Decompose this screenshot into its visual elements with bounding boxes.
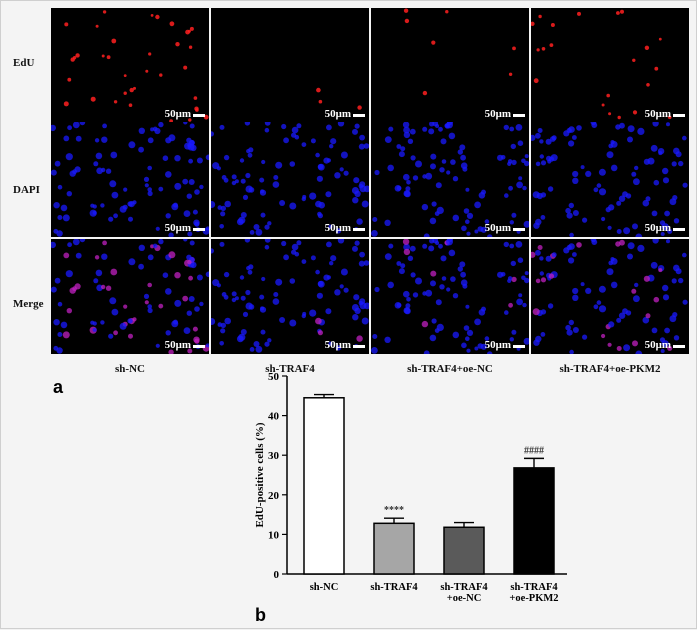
scale-bar-label: 50μm — [644, 339, 671, 351]
y-tick-label-30: 30 — [268, 450, 280, 462]
scale-bar-line — [673, 345, 685, 348]
y-tick-label-0: 0 — [274, 569, 280, 581]
col-label-sh-traf4-oe-nc: sh-TRAF4+oe-NC — [407, 363, 493, 375]
scale-bar-line — [353, 114, 365, 117]
micrograph-edu-col1: 50μm — [51, 8, 209, 123]
micrograph-dapi-col3: 50μm — [371, 122, 529, 237]
scale-bar-label: 50μm — [324, 108, 351, 120]
row-label-edu: EdU — [13, 57, 35, 69]
scale-bar: 50μm — [645, 223, 685, 234]
scale-bar-label: 50μm — [484, 222, 511, 234]
scale-bar-label: 50μm — [644, 108, 671, 120]
scale-bar-label: 50μm — [484, 108, 511, 120]
scale-bar-label: 50μm — [164, 108, 191, 120]
scale-bar-line — [513, 345, 525, 348]
x-tick-label-4: sh-TRAF4 — [510, 582, 558, 593]
scale-bar-line — [673, 228, 685, 231]
scale-bar: 50μm — [165, 109, 205, 120]
scale-bar: 50μm — [485, 340, 525, 351]
col-label-sh-nc: sh-NC — [115, 363, 145, 375]
scale-bar-label: 50μm — [164, 222, 191, 234]
y-tick-label-40: 40 — [268, 411, 280, 423]
row-label-dapi: DAPI — [13, 184, 40, 196]
micrograph-dapi-col2: 50μm — [211, 122, 369, 237]
x-tick-label-3: sh-TRAF4 — [440, 582, 488, 593]
bar-3 — [443, 526, 485, 575]
micrograph-edu-col2: 50μm — [211, 8, 369, 123]
scale-bar-line — [673, 114, 685, 117]
y-tick-label-10: 10 — [268, 529, 280, 541]
scale-bar: 50μm — [325, 340, 365, 351]
col-label-sh-traf4-oe-pkm2: sh-TRAF4+oe-PKM2 — [559, 363, 661, 375]
panel-letter-b: b — [255, 605, 266, 625]
y-axis-label: EdU-positive cells (%) — [254, 422, 266, 527]
y-tick-label-20: 20 — [268, 490, 280, 502]
micrograph-merge-col3: 50μm — [371, 239, 529, 354]
micrograph-merge-col1: 50μm — [51, 239, 209, 354]
scale-bar-line — [513, 228, 525, 231]
micrograph-merge-col2: 50μm — [211, 239, 369, 354]
scale-bar: 50μm — [485, 109, 525, 120]
micrograph-merge-col4: 50μm — [531, 239, 689, 354]
micrograph-dapi-col4: 50μm — [531, 122, 689, 237]
scale-bar-line — [193, 228, 205, 231]
scale-bar-line — [513, 114, 525, 117]
bar-2 — [373, 522, 415, 575]
x-tick-label-4: +oe-PKM2 — [509, 593, 558, 604]
scale-bar-line — [353, 345, 365, 348]
row-label-merge: Merge — [13, 298, 44, 310]
scale-bar-line — [193, 114, 205, 117]
micrograph-edu-col3: 50μm — [371, 8, 529, 123]
panel-letter-a: a — [53, 377, 64, 397]
x-tick-label-2: sh-TRAF4 — [370, 582, 418, 593]
col-label-sh-traf4: sh-TRAF4 — [265, 363, 315, 375]
significance-label-4: #### — [524, 445, 544, 456]
bar-4 — [513, 467, 555, 575]
scale-bar: 50μm — [485, 223, 525, 234]
scale-bar: 50μm — [165, 340, 205, 351]
scale-bar: 50μm — [645, 109, 685, 120]
scale-bar: 50μm — [645, 340, 685, 351]
significance-label-2: **** — [384, 505, 404, 516]
scale-bar-line — [193, 345, 205, 348]
micrograph-edu-col4: 50μm — [531, 8, 689, 123]
scale-bar-line — [353, 228, 365, 231]
scale-bar-label: 50μm — [484, 339, 511, 351]
x-tick-label-1: sh-NC — [310, 582, 339, 593]
scale-bar-label: 50μm — [324, 222, 351, 234]
x-tick-label-3: +oe-NC — [447, 593, 482, 604]
scale-bar: 50μm — [325, 223, 365, 234]
scale-bar: 50μm — [325, 109, 365, 120]
scale-bar: 50μm — [165, 223, 205, 234]
scale-bar-label: 50μm — [324, 339, 351, 351]
scale-bar-label: 50μm — [644, 222, 671, 234]
micrograph-dapi-col1: 50μm — [51, 122, 209, 237]
bar-1 — [303, 397, 345, 575]
scale-bar-label: 50μm — [164, 339, 191, 351]
